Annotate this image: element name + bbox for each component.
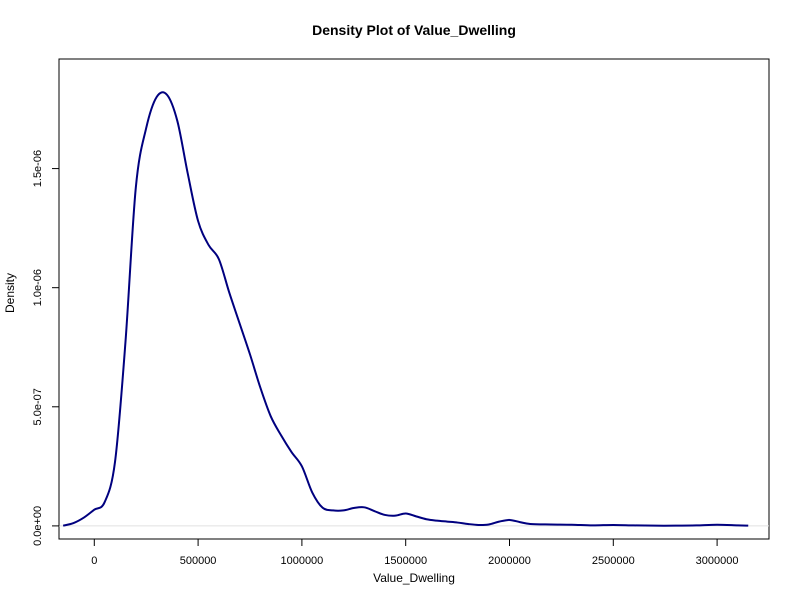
- y-tick-label: 1.0e-06: [32, 269, 44, 306]
- y-tick-label: 5.0e-07: [32, 388, 44, 425]
- y-tick-label: 1.5e-06: [32, 150, 44, 187]
- x-tick-label: 500000: [180, 555, 217, 567]
- density-line: [62, 91, 749, 527]
- x-tick-label: 0: [91, 555, 97, 567]
- y-axis-label: Density: [3, 273, 17, 313]
- x-tick-label: 1500000: [384, 555, 427, 567]
- x-tick-label: 1000000: [280, 555, 323, 567]
- x-tick-label: 2500000: [592, 555, 635, 567]
- x-axis: 0 500000 1000000 1500000 2000000 2500000 30000…: [91, 538, 739, 567]
- plot-frame: [58, 58, 770, 540]
- x-tick-label: 2000000: [488, 555, 531, 567]
- chart-title: Density Plot of Value_Dwelling: [312, 22, 516, 38]
- x-axis-label: Value_Dwelling: [373, 571, 455, 585]
- series-layer: [62, 91, 749, 527]
- y-tick-label: 0.0e+00: [32, 506, 44, 546]
- y-axis: 0.0e+00 5.0e-07 1.0e-06 1.5e-06: [32, 150, 60, 546]
- x-tick-label: 3000000: [696, 555, 739, 567]
